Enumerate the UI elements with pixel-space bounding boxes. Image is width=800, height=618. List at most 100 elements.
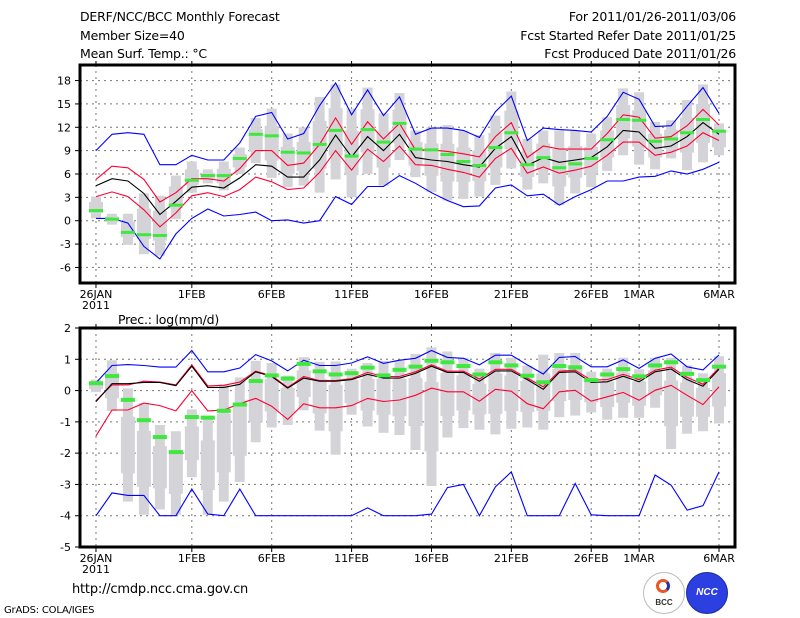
ensemble-range-box: [152, 210, 167, 241]
member-marker: [168, 203, 183, 207]
y-tick-label: -4: [60, 510, 71, 523]
y-tick-label: -3: [60, 478, 71, 491]
x-tick-label: 26JAN: [80, 552, 113, 565]
member-marker: [216, 408, 231, 413]
member-marker: [424, 148, 439, 152]
y-tick-label: -1: [60, 416, 71, 429]
x-tick-label: 1FEB: [178, 552, 206, 565]
y-tick-label: 18: [57, 75, 71, 88]
member-marker: [648, 363, 663, 368]
produced-date: Fcst Produced Date 2011/01/26: [544, 46, 736, 61]
series-line-lower-min: [95, 470, 720, 517]
member-marker: [104, 374, 119, 379]
ensemble-range-box: [328, 108, 343, 156]
member-marker: [312, 142, 327, 146]
grads-credit: GrADS: COLA/IGES: [4, 605, 95, 616]
ensemble-range-box: [232, 403, 247, 456]
x-tick-label: 11FEB: [334, 288, 369, 301]
member-marker: [392, 121, 407, 125]
ensemble-range-box: [504, 375, 519, 411]
member-marker: [344, 154, 359, 158]
forecast-period: For 2011/01/26-2011/03/06: [568, 9, 736, 24]
ensemble-range-box: [200, 440, 215, 490]
series-line-upper-spread: [95, 108, 720, 203]
ensemble-range-box: [344, 130, 359, 176]
member-marker: [680, 131, 695, 135]
member-marker: [88, 209, 103, 213]
member-marker: [248, 132, 263, 136]
member-marker: [568, 162, 583, 166]
y-tick-label: -5: [60, 541, 71, 554]
member-marker: [200, 415, 215, 420]
member-marker: [88, 381, 103, 386]
ensemble-range-box: [584, 381, 599, 403]
y-tick-label: 9: [64, 145, 71, 158]
series-line-upper-max: [95, 81, 720, 166]
member-marker: [680, 371, 695, 376]
x-tick-label: 6FEB: [258, 552, 286, 565]
ensemble-range-box: [280, 387, 295, 413]
member-marker: [408, 147, 423, 151]
x-tick-label: 6MAR: [703, 288, 735, 301]
member-marker: [520, 163, 535, 167]
ensemble-range-box: [680, 117, 695, 153]
member-marker: [120, 397, 135, 402]
series-line-upper-spread: [95, 364, 720, 401]
source-url[interactable]: http://cmdp.ncc.cma.gov.cn: [72, 582, 249, 597]
member-marker: [600, 372, 615, 377]
member-marker: [152, 435, 167, 440]
ensemble-range-box: [456, 375, 471, 411]
member-marker: [424, 358, 439, 363]
ensemble-range-box: [168, 186, 183, 209]
ensemble-range-box: [648, 370, 663, 396]
ensemble-range-box: [248, 129, 263, 152]
ensemble-range-box: [664, 380, 679, 427]
ensemble-range-box: [680, 382, 695, 417]
member-marker: [136, 418, 151, 423]
member-marker: [696, 378, 711, 383]
member-marker: [264, 373, 279, 378]
ensemble-range-box: [632, 381, 647, 406]
member-marker: [232, 156, 247, 160]
x-tick-label: 16FEB: [414, 552, 449, 565]
member-marker: [392, 367, 407, 372]
member-marker: [520, 373, 535, 378]
member-marker: [712, 364, 727, 369]
member-marker: [344, 371, 359, 376]
y-tick-label: 2: [64, 322, 71, 335]
member-marker: [616, 367, 631, 372]
member-marker: [152, 234, 167, 238]
ensemble-range-box: [648, 133, 663, 158]
x-tick-label: 21FEB: [494, 552, 529, 565]
member-marker: [104, 217, 119, 221]
ensemble-range-box: [408, 377, 423, 427]
ensemble-range-box: [440, 372, 455, 416]
x-tick-label: 6FEB: [258, 288, 286, 301]
member-marker: [440, 153, 455, 157]
x-tick-year-label: 2011: [82, 563, 110, 576]
ensemble-range-box: [392, 378, 407, 417]
bcc-logo-text: BCC: [655, 598, 673, 607]
ensemble-range-box: [616, 105, 631, 139]
member-marker: [536, 380, 551, 385]
ensemble-range-box: [392, 109, 407, 144]
ensemble-range-box: [536, 373, 551, 411]
ensemble-range-box: [632, 110, 647, 147]
member-marker: [280, 376, 295, 381]
series-line-ensemble-mean: [95, 121, 720, 216]
member-marker: [232, 402, 247, 407]
ensemble-range-box: [296, 370, 311, 397]
bcc-logo: BCC: [643, 572, 685, 614]
x-tick-label: 1MAR: [623, 288, 655, 301]
series-line-ensemble-mean: [95, 365, 720, 402]
ensemble-range-box: [360, 378, 375, 411]
member-marker: [216, 174, 231, 178]
x-tick-label: 16FEB: [414, 288, 449, 301]
y-tick-label: 15: [57, 98, 71, 111]
ensemble-range-box: [136, 208, 151, 240]
series-line-lower-min: [96, 161, 720, 260]
ensemble-range-box: [488, 132, 503, 168]
member-marker: [600, 138, 615, 142]
bcc-logo-mark-icon: [656, 579, 670, 593]
member-marker: [664, 360, 679, 365]
